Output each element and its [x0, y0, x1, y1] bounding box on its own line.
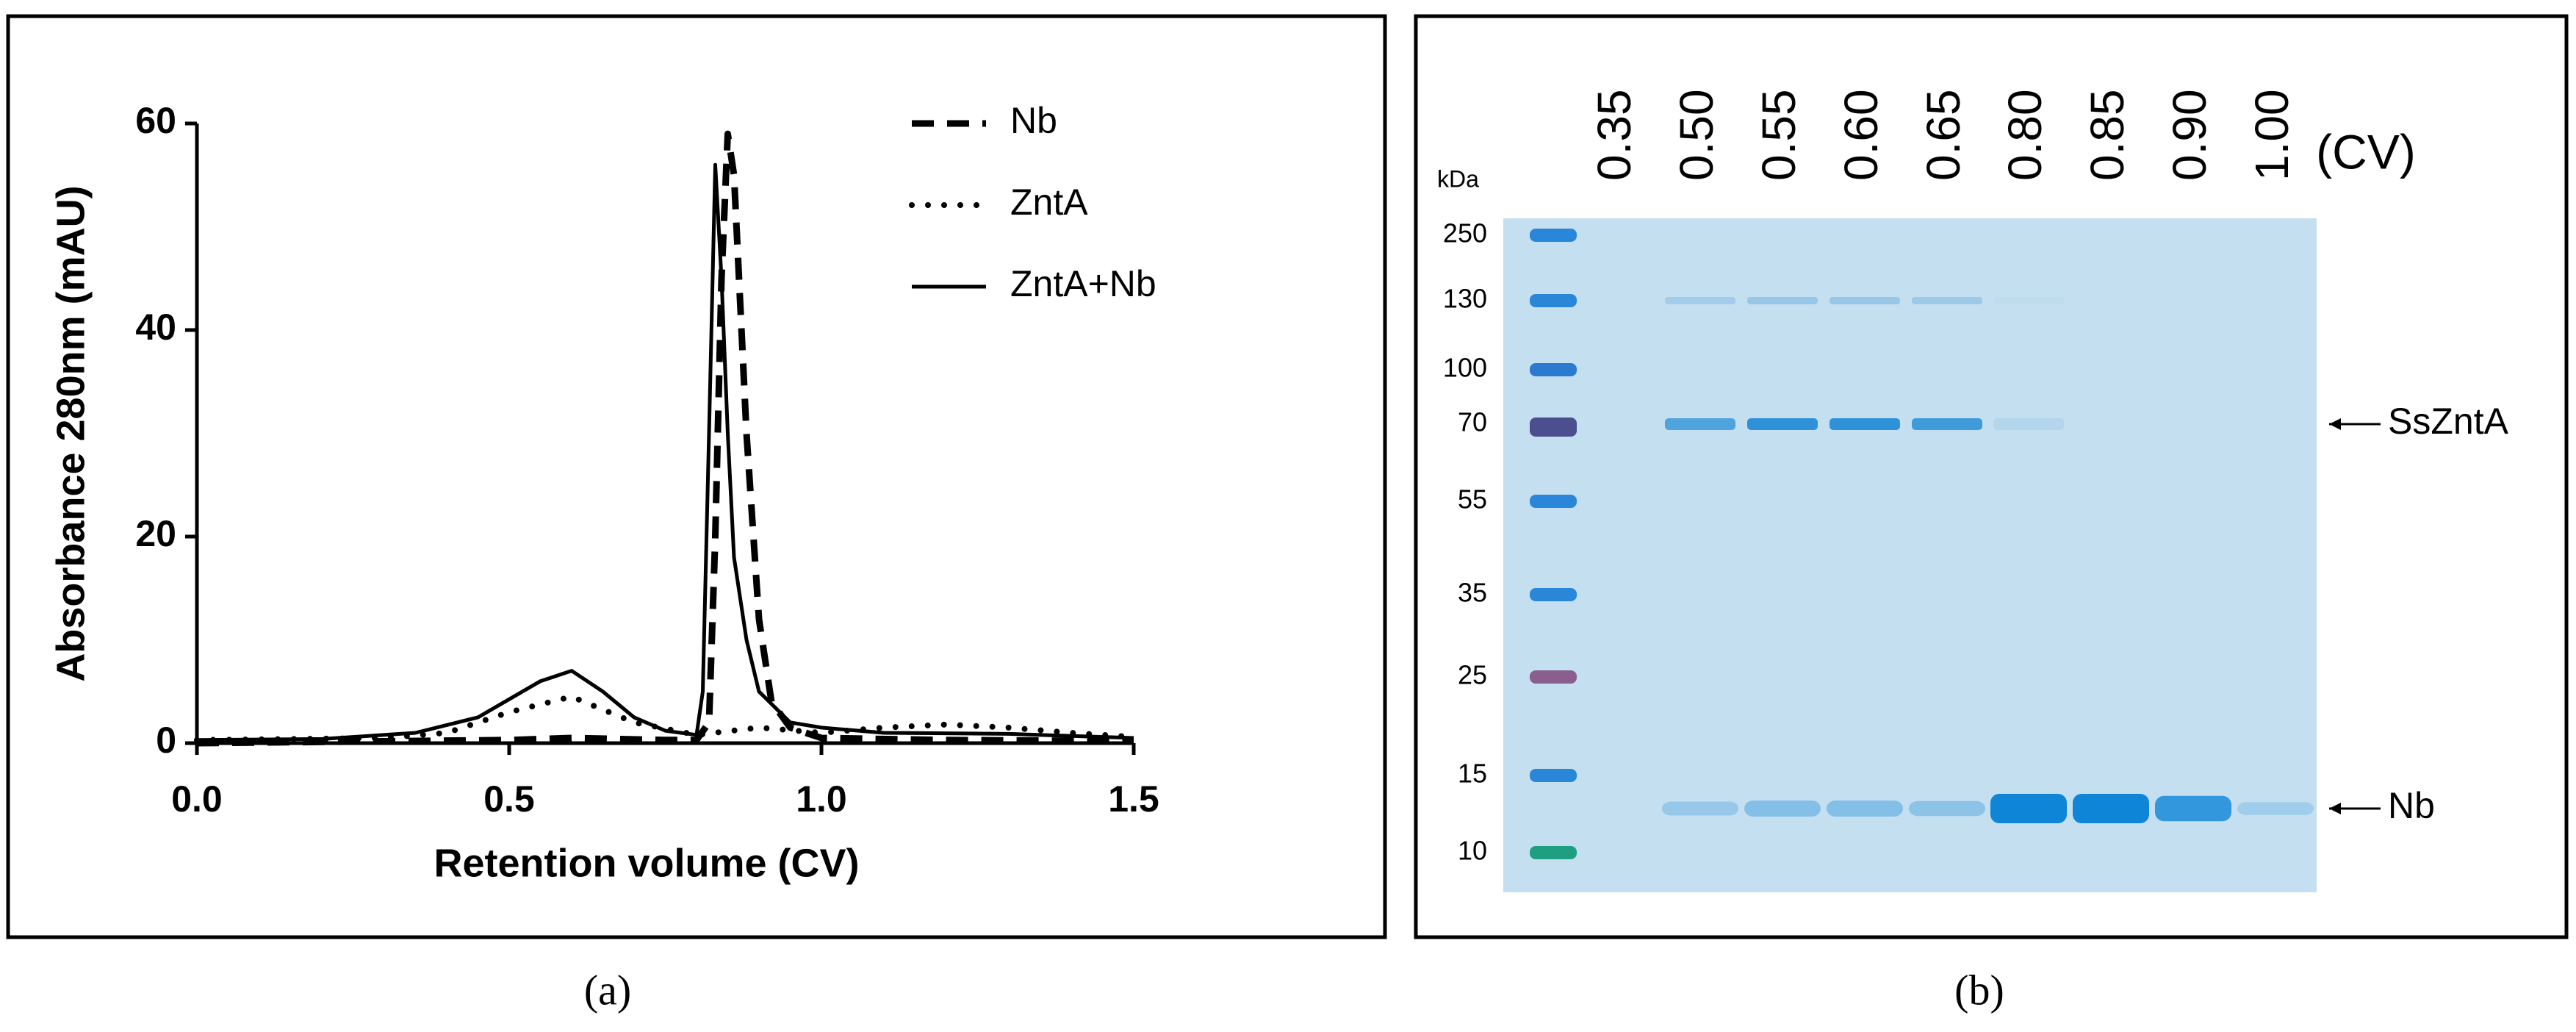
legend-label: ZntA: [1010, 182, 1088, 223]
ladder-band: [1530, 670, 1577, 684]
gel-band: [1830, 297, 1900, 304]
lane-label: 0.55: [1752, 89, 1805, 181]
x-tick-label: 0.5: [483, 778, 535, 820]
ladder-band: [1530, 294, 1577, 307]
panel-label: (b): [1954, 966, 2004, 1014]
arrow-head: [2329, 418, 2341, 430]
lane-label: 0.85: [2081, 89, 2134, 181]
marker-label: 10: [1458, 836, 1487, 866]
ladder-band: [1530, 495, 1577, 508]
marker-label: 100: [1443, 353, 1487, 383]
gel-band: [1990, 794, 2067, 823]
gel-band: [1912, 297, 1982, 304]
y-axis-label: Absorbance 280nm (mAU): [48, 185, 93, 681]
marker-label: 35: [1458, 578, 1487, 608]
lane-unit-label: (CV): [2316, 124, 2416, 179]
ladder-band: [1530, 363, 1577, 376]
y-tick-label: 60: [135, 100, 176, 141]
panel-a-frame: [6, 14, 1387, 939]
ladder-band: [1530, 588, 1577, 601]
gel-band: [1993, 418, 2064, 430]
lane-label: 0.65: [1917, 89, 1970, 181]
ladder-band: [1530, 229, 1577, 242]
gel-unit-label: kDa: [1437, 165, 1479, 192]
y-tick-label: 20: [135, 513, 176, 554]
lane-label: 0.80: [1998, 89, 2051, 181]
gel-band: [2237, 802, 2314, 815]
gel-band: [1744, 800, 1821, 817]
gel-band: [1912, 418, 1982, 430]
band-annotation: Nb: [2388, 785, 2435, 826]
lane-label: 0.90: [2163, 89, 2216, 181]
ladder-band: [1530, 418, 1577, 437]
panel-label: (a): [584, 966, 631, 1014]
series-line: [196, 162, 1134, 742]
ladder-band: [1530, 769, 1577, 782]
ladder-band: [1530, 846, 1577, 859]
gel-band: [1665, 297, 1735, 304]
gel-band: [1662, 801, 1738, 816]
gel-band: [2073, 794, 2149, 823]
x-tick-label: 1.0: [796, 778, 847, 820]
gel-band: [1747, 297, 1818, 304]
gel-band: [1747, 418, 1818, 430]
lane-label: 1.00: [2245, 89, 2298, 181]
gel-band: [1993, 297, 2064, 304]
legend-label: Nb: [1010, 100, 1057, 141]
y-tick-label: 40: [135, 307, 176, 348]
marker-label: 15: [1458, 759, 1487, 789]
gel-band: [2155, 795, 2231, 822]
lane-label: 0.35: [1588, 89, 1641, 181]
series-line: [196, 130, 1134, 747]
band-annotation: SsZntA: [2388, 401, 2509, 442]
gel-band: [1827, 800, 1903, 817]
gel-image: [1503, 218, 2317, 892]
x-axis-label: Retention volume (CV): [433, 841, 859, 885]
lane-label: 0.50: [1670, 89, 1723, 181]
gel-band: [1830, 418, 1900, 430]
x-tick-label: 1.5: [1108, 778, 1159, 820]
lane-label: 0.60: [1835, 89, 1888, 181]
marker-label: 70: [1458, 407, 1487, 437]
marker-label: 250: [1443, 218, 1487, 248]
gel-band: [1909, 800, 1985, 817]
panel-b-frame: [1414, 14, 2569, 939]
series-line: [194, 693, 1137, 743]
arrow-head: [2329, 803, 2341, 814]
legend-label: ZntA+Nb: [1010, 263, 1156, 304]
gel-band: [1665, 418, 1735, 430]
x-tick-label: 0.0: [171, 778, 223, 820]
marker-label: 25: [1458, 660, 1487, 690]
marker-label: 130: [1443, 284, 1487, 314]
marker-label: 55: [1458, 484, 1487, 515]
y-tick-label: 0: [156, 720, 176, 761]
